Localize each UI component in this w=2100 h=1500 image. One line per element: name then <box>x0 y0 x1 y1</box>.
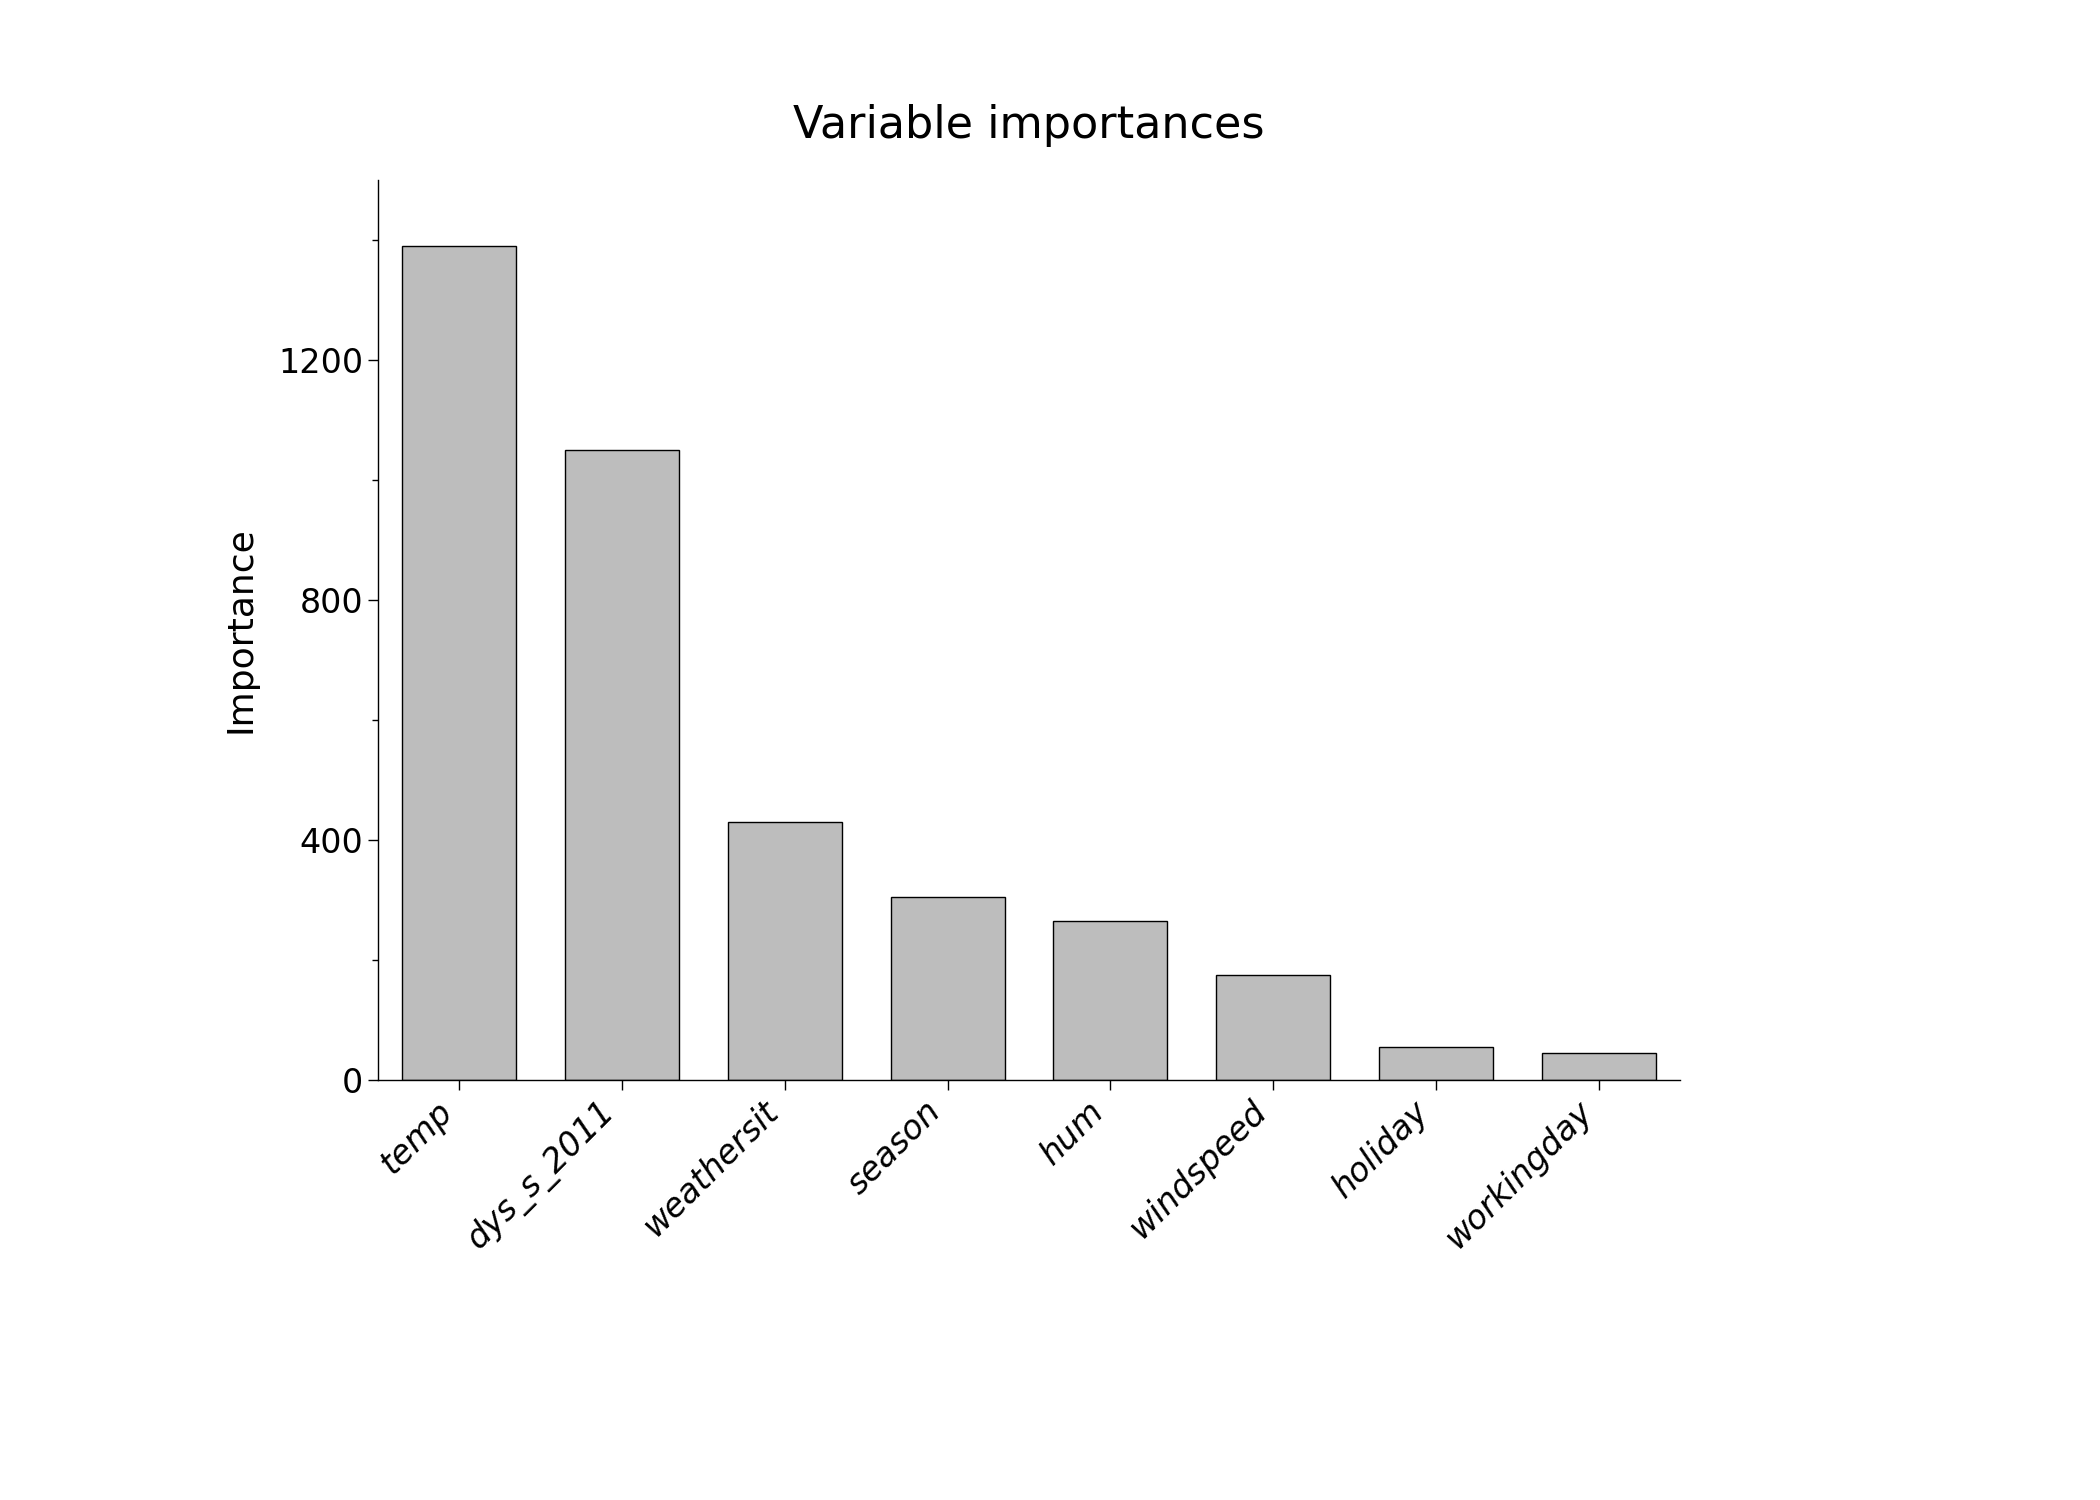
Bar <box>1054 921 1168 1080</box>
Bar <box>1216 975 1329 1080</box>
Bar <box>729 822 842 1080</box>
Bar <box>403 246 517 1080</box>
Y-axis label: Importance: Importance <box>223 526 258 734</box>
Title: Variable importances: Variable importances <box>794 105 1264 147</box>
Bar <box>565 450 678 1080</box>
Bar <box>890 897 1004 1080</box>
Bar <box>1380 1047 1493 1080</box>
Bar <box>1541 1053 1655 1080</box>
